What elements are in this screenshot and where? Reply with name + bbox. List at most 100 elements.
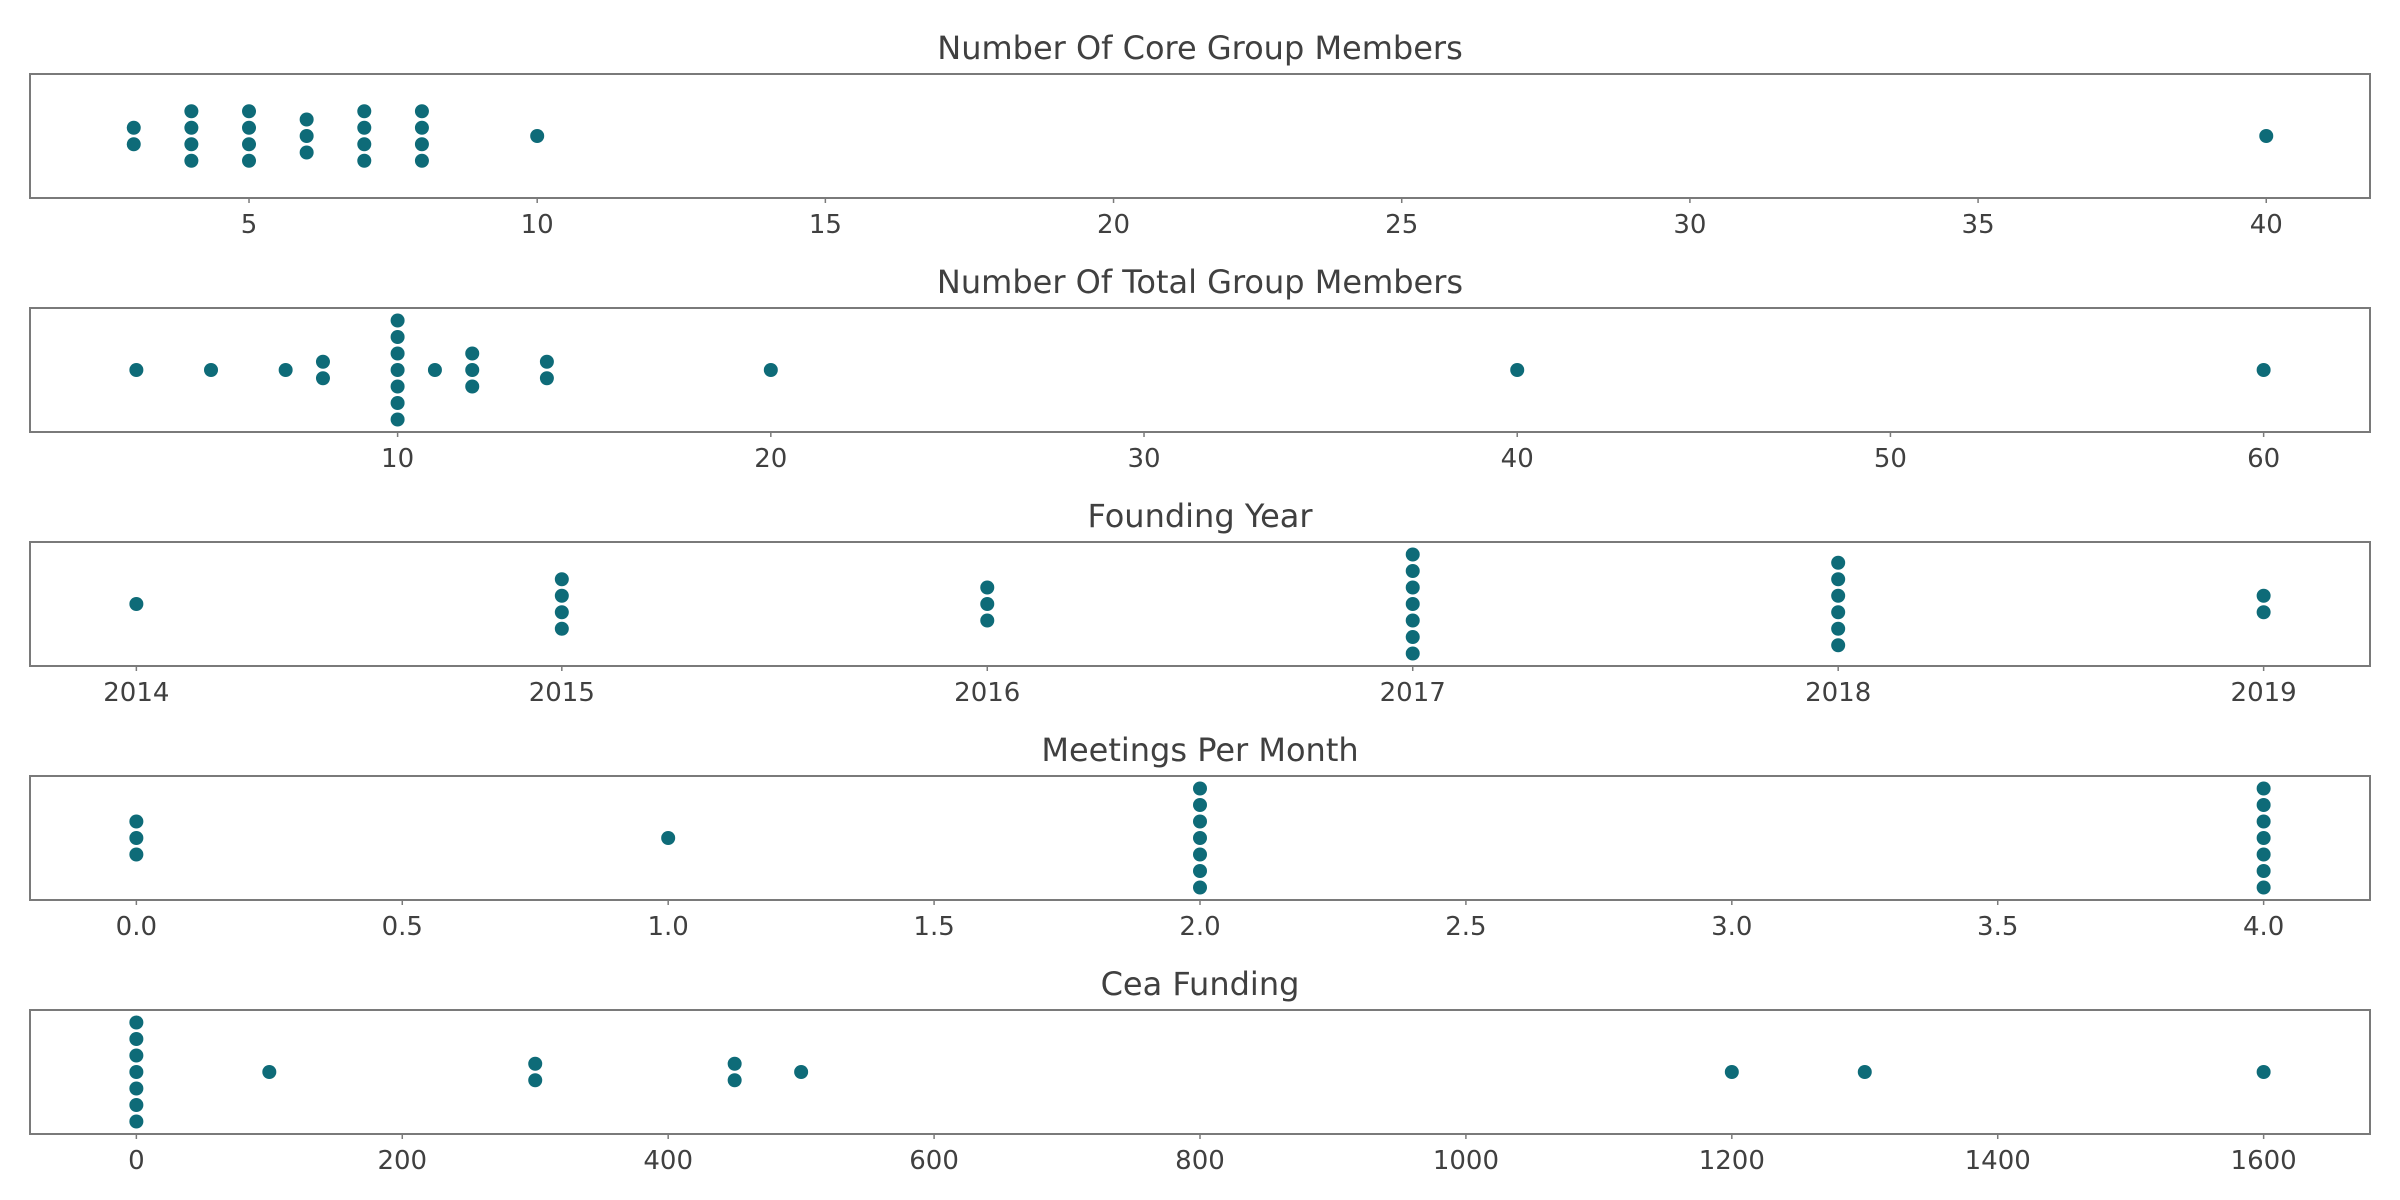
data-point xyxy=(2256,363,2271,377)
data-point xyxy=(1193,798,1207,812)
data-point xyxy=(184,104,199,119)
data-point xyxy=(1405,564,1420,578)
data-point xyxy=(539,354,554,369)
panel-cea-funding: Cea Funding 0 200 400 600 800 1000 1200 1400 1600 xyxy=(29,965,2371,1176)
data-point xyxy=(278,363,293,377)
data-point xyxy=(1193,880,1207,895)
plot-frame xyxy=(29,541,2371,667)
x-tick-label: 600 xyxy=(909,1146,959,1176)
x-tick-label: 30 xyxy=(1673,210,1706,240)
data-point xyxy=(1193,864,1207,878)
data-point xyxy=(357,137,372,152)
data-point xyxy=(129,1114,144,1129)
x-tick-label: 2.5 xyxy=(1445,912,1486,942)
data-point xyxy=(980,597,995,611)
x-tick-label: 2014 xyxy=(103,678,169,708)
data-point xyxy=(126,120,141,135)
data-point xyxy=(390,346,405,361)
data-point xyxy=(414,137,429,152)
panel-number-of-total-group-members: Number Of Total Group Members 10 20 30 40 50 6… xyxy=(29,263,2371,474)
data-point xyxy=(242,120,257,135)
data-point xyxy=(129,363,144,377)
x-tick-label: 800 xyxy=(1175,1146,1225,1176)
data-point xyxy=(1405,630,1420,644)
x-tick-label: 50 xyxy=(1874,444,1907,474)
x-tick-label: 10 xyxy=(381,444,414,474)
data-point xyxy=(794,1065,809,1079)
data-point xyxy=(1831,638,1846,653)
data-point xyxy=(661,831,676,845)
data-point xyxy=(2256,880,2271,895)
data-point xyxy=(1831,621,1846,636)
data-point xyxy=(1831,555,1846,570)
x-tick-label: 25 xyxy=(1385,210,1418,240)
plot-frame xyxy=(29,307,2371,433)
data-point xyxy=(184,137,199,152)
data-point xyxy=(727,1073,742,1088)
plot-frame xyxy=(29,1009,2371,1135)
data-point xyxy=(204,363,219,377)
panel-title: Meetings Per Month xyxy=(1041,731,1358,769)
data-point xyxy=(126,137,141,152)
panel-meetings-per-month: Meetings Per Month 0.0 0.5 1.0 1.5 2.0 2.5 3.0 3… xyxy=(29,731,2371,942)
x-tick-label: 2016 xyxy=(954,678,1020,708)
data-point xyxy=(1857,1065,1872,1079)
x-tick-label: 10 xyxy=(521,210,554,240)
x-tick-label: 200 xyxy=(377,1146,427,1176)
data-point xyxy=(242,153,257,168)
data-point xyxy=(2256,831,2271,845)
panel-title: Number Of Core Group Members xyxy=(937,29,1462,67)
x-tick-label: 2017 xyxy=(1380,678,1446,708)
plot-frame xyxy=(29,73,2371,199)
data-point xyxy=(980,613,995,628)
data-point xyxy=(980,580,995,595)
data-point xyxy=(414,153,429,168)
x-tick-label: 40 xyxy=(2250,210,2283,240)
data-point xyxy=(129,1065,144,1079)
data-point xyxy=(727,1056,742,1071)
panel-title: Number Of Total Group Members xyxy=(937,263,1463,301)
data-point xyxy=(528,1073,543,1088)
data-point xyxy=(1831,588,1846,603)
data-point xyxy=(2256,847,2271,862)
x-tick-label: 1600 xyxy=(2231,1146,2297,1176)
x-tick-label: 0.0 xyxy=(116,912,157,942)
panel-number-of-core-group-members: Number Of Core Group Members 5 10 15 20 25 30 3… xyxy=(29,29,2371,240)
x-tick-label: 2015 xyxy=(529,678,595,708)
data-point xyxy=(129,1098,144,1112)
x-tick-label: 1.5 xyxy=(913,912,954,942)
x-tick-label: 2019 xyxy=(2231,678,2297,708)
data-point xyxy=(1831,605,1846,620)
data-point xyxy=(465,346,480,361)
x-tick-label: 3.0 xyxy=(1711,912,1752,942)
data-point xyxy=(129,831,144,845)
data-point xyxy=(129,814,144,829)
data-point xyxy=(129,597,144,611)
x-tick-label: 1200 xyxy=(1699,1146,1765,1176)
x-tick-label: 40 xyxy=(1501,444,1534,474)
data-point xyxy=(528,1056,543,1071)
data-point xyxy=(2256,798,2271,812)
data-point xyxy=(763,363,778,377)
data-point xyxy=(129,847,144,862)
x-tick-label: 15 xyxy=(809,210,842,240)
data-point xyxy=(1193,847,1207,862)
data-point xyxy=(1405,613,1420,628)
data-point xyxy=(554,572,569,587)
x-tick-label: 20 xyxy=(754,444,787,474)
data-point xyxy=(2256,781,2271,796)
data-point xyxy=(539,371,554,386)
data-point xyxy=(554,621,569,636)
data-point xyxy=(1831,572,1846,587)
data-point xyxy=(390,379,405,394)
x-tick-label: 0 xyxy=(128,1146,145,1176)
data-point xyxy=(299,129,314,143)
x-tick-label: 30 xyxy=(1127,444,1160,474)
data-point xyxy=(357,104,372,119)
data-point xyxy=(242,137,257,152)
data-point xyxy=(530,129,545,143)
data-point xyxy=(2256,588,2271,603)
data-point xyxy=(414,104,429,119)
x-tick-label: 60 xyxy=(2247,444,2280,474)
data-point xyxy=(465,379,480,394)
